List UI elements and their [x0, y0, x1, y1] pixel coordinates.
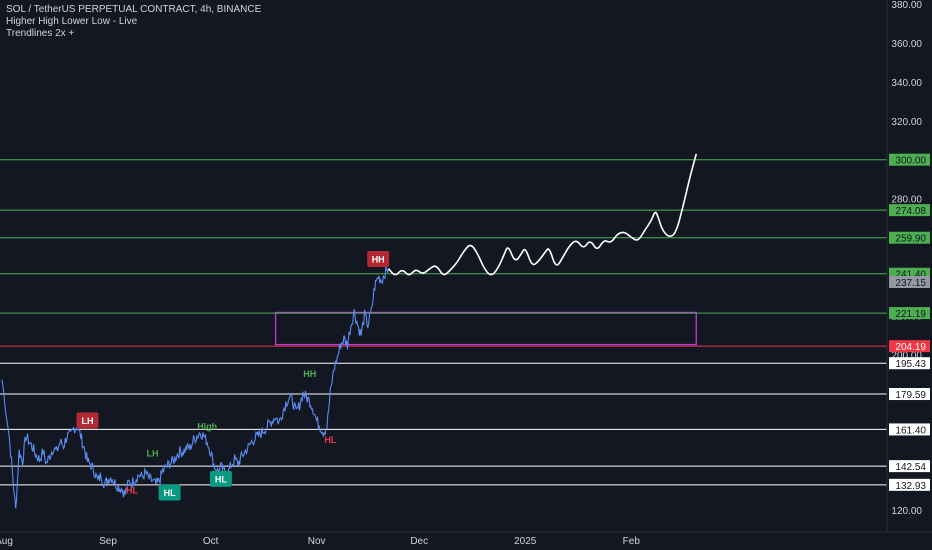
pivot-badge-bg-0	[76, 412, 99, 429]
current-price-tag: 237.15	[889, 276, 930, 289]
level-tag-5-bg	[889, 340, 930, 353]
pivot-badge-bg-5	[209, 470, 232, 487]
pivot-badge-8: HH	[367, 250, 390, 267]
projection-path	[387, 153, 698, 276]
x-tick-label-2: Oct	[203, 536, 219, 547]
current-price-tag-bg	[889, 276, 930, 289]
pivot-label-7: HL	[324, 435, 336, 445]
price-line	[1, 265, 390, 509]
x-tick-label-3: Nov	[308, 536, 326, 547]
x-tick-label-4: Dec	[410, 536, 428, 547]
level-tag-4: 221.19	[889, 307, 930, 320]
level-tag-10-bg	[889, 478, 930, 491]
price-series-layer	[1, 265, 390, 509]
x-tick-label-1: Sep	[99, 536, 117, 547]
pivot-badge-5: HL	[209, 470, 232, 487]
level-tag-5: 204.19	[889, 340, 930, 353]
chart-legend: SOL / TetherUS PERPETUAL CONTRACT, 4h, B…	[6, 4, 261, 40]
level-tag-0-bg	[889, 153, 930, 166]
level-tag-4-text: 221.19	[895, 309, 926, 320]
level-tag-5-text: 204.19	[895, 342, 926, 353]
level-tag-8-text: 161.40	[895, 425, 926, 436]
pivot-label-0: LH	[82, 416, 94, 426]
level-tag-9-text: 142.54	[895, 462, 926, 473]
level-tag-1-text: 274.08	[895, 206, 926, 217]
level-tag-9: 142.54	[889, 460, 930, 473]
x-axis[interactable]: Aug Sep Oct Nov Dec 2025 Feb	[0, 536, 640, 547]
level-tag-8: 161.40	[889, 423, 930, 436]
current-price-tag-text: 237.15	[895, 278, 926, 289]
level-tag-7: 179.59	[889, 388, 930, 401]
level-tag-7-text: 179.59	[895, 390, 926, 401]
y-tick-label-9: 360.00	[891, 39, 922, 50]
pivot-label-5: HL	[215, 474, 227, 484]
pivot-label-8: HH	[372, 254, 385, 264]
pivot-label-3: HL	[164, 488, 176, 498]
pivot-label-6: HH	[303, 369, 316, 379]
horizontal-levels	[0, 159, 887, 486]
level-tag-6-text: 195.43	[895, 359, 926, 370]
projection-layer	[387, 153, 698, 276]
level-tag-9-bg	[889, 460, 930, 473]
pivot-badge-bg-3	[158, 484, 181, 501]
y-axis-price-tags: 300.00 274.08 259.90 241.40 221.19 204.19 195.…	[889, 153, 930, 492]
symbol-title[interactable]: SOL / TetherUS PERPETUAL CONTRACT, 4h, B…	[6, 4, 262, 15]
level-tag-6: 195.43	[889, 357, 930, 370]
pivot-badge-3: HL	[158, 484, 181, 501]
y-tick-label-0: 120.00	[891, 506, 922, 517]
pivot-label-1: HL	[126, 486, 138, 496]
supply-zone-layer	[274, 311, 697, 346]
x-tick-label-0: Aug	[0, 536, 13, 547]
x-tick-label-5: 2025	[514, 536, 537, 547]
level-tag-7-bg	[889, 388, 930, 401]
pivot-badge-bg-8	[367, 250, 390, 267]
y-tick-label-8: 340.00	[891, 78, 922, 89]
supply-zone-box	[274, 311, 697, 346]
y-tick-label-5: 280.00	[891, 195, 922, 206]
level-tag-10-text: 132.93	[895, 481, 926, 492]
level-tag-2: 259.90	[889, 231, 930, 245]
pivot-label-2: LH	[146, 449, 158, 459]
level-tag-2-bg	[889, 231, 930, 244]
indicator-hhll-label[interactable]: Higher High Lower Low - Live	[6, 16, 138, 27]
level-tag-1: 274.08	[889, 204, 930, 217]
level-tag-4-bg	[889, 307, 930, 320]
y-tick-label-10: 380.00	[891, 0, 922, 11]
level-tag-8-bg	[889, 423, 930, 436]
pivot-label-4: High	[197, 421, 217, 431]
pivot-labels: LH HL LH HL High HL HH HL HH	[76, 250, 390, 501]
level-tag-0-text: 300.00	[895, 156, 926, 167]
x-tick-label-6: Feb	[623, 536, 641, 547]
level-tag-10: 132.93	[889, 478, 930, 492]
pivot-badge-0: LH	[76, 412, 99, 429]
level-tag-1-bg	[889, 204, 930, 217]
y-tick-label-1: 200.00	[891, 350, 922, 361]
level-tag-0: 300.00	[889, 153, 930, 167]
level-tag-6-bg	[889, 357, 930, 370]
indicator-trendlines-label[interactable]: Trendlines 2x +	[6, 28, 75, 39]
level-tag-2-text: 259.90	[895, 234, 926, 245]
level-tag-3-text: 241.40	[895, 270, 926, 281]
y-tick-label-7: 320.00	[891, 117, 922, 128]
